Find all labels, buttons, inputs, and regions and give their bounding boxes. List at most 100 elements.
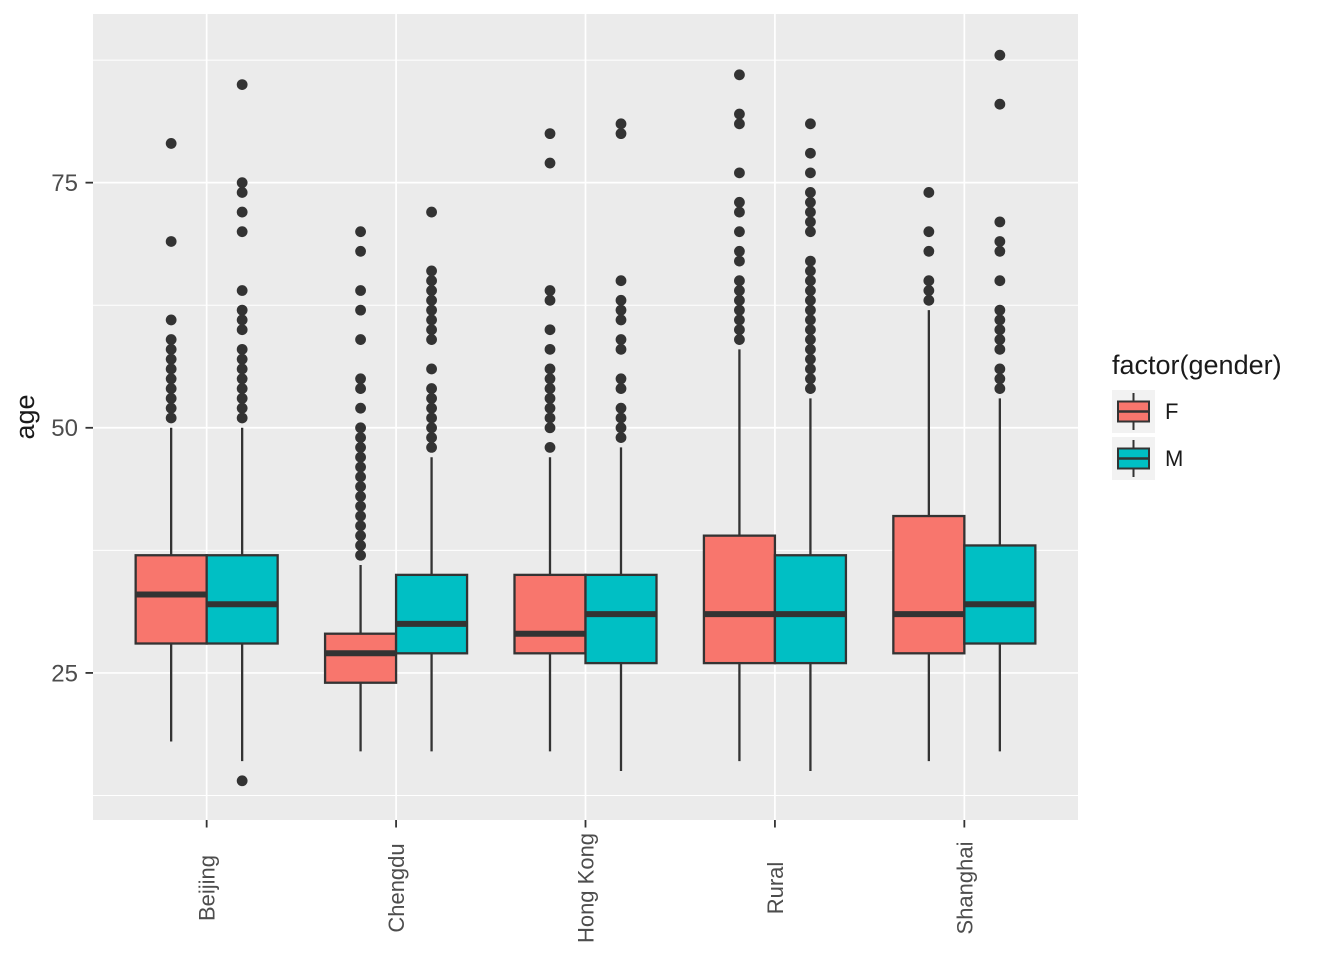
legend-key-boxplot-icon [1112, 390, 1155, 434]
outlier-point [805, 373, 816, 385]
outlier-point [805, 343, 816, 355]
outlier-point [994, 334, 1006, 345]
outlier-point [805, 363, 816, 375]
outlier-point [734, 206, 745, 218]
outlier-point [805, 167, 816, 179]
outlier-point [544, 343, 556, 355]
y-axis-title: age [10, 394, 40, 439]
x-tick-label: Chengdu [384, 843, 409, 932]
outlier-point [544, 402, 556, 414]
outlier-point [426, 392, 437, 404]
outlier-point [236, 775, 248, 787]
outlier-point [236, 314, 248, 326]
outlier-point [355, 549, 366, 561]
outlier-point [544, 392, 556, 404]
outlier-point [426, 285, 437, 296]
x-tick-label: Shanghai [952, 842, 977, 935]
outlier-point [805, 383, 816, 394]
outlier-point [994, 49, 1006, 61]
outlier-point [805, 324, 816, 336]
box-iqr [513, 573, 587, 655]
outlier-point [805, 147, 816, 159]
outlier-point [734, 334, 745, 345]
boxplot-rural-m [773, 118, 848, 771]
legend-key-boxplot-icon [1112, 437, 1155, 481]
outlier-point [426, 294, 437, 306]
outlier-point [805, 304, 816, 316]
outlier-point [615, 422, 627, 434]
outlier-point [805, 216, 816, 228]
outlier-point [355, 422, 366, 434]
box-iqr [394, 573, 469, 655]
outlier-point [426, 265, 437, 277]
outlier-point [994, 363, 1006, 375]
outlier-point [734, 118, 745, 130]
legend-title: factor(gender) [1112, 350, 1282, 380]
outlier-point [355, 530, 366, 542]
outlier-point [734, 294, 745, 306]
outlier-point [544, 422, 556, 434]
outlier-point [994, 304, 1006, 316]
outlier-point [923, 294, 935, 306]
boxplot-chengdu-m [394, 206, 469, 752]
box-iqr [702, 534, 777, 665]
outlier-point [615, 383, 627, 394]
outlier-point [355, 500, 366, 512]
outlier-point [544, 128, 556, 140]
boxplot-chengdu-f [323, 226, 398, 752]
outlier-point [426, 363, 437, 375]
outlier-point [426, 324, 437, 336]
outlier-point [923, 245, 935, 257]
outlier-point [805, 118, 816, 130]
outlier-point [355, 510, 366, 522]
box-iqr [963, 544, 1037, 645]
boxplot-glyph-icon [1117, 393, 1150, 431]
outlier-point [236, 206, 248, 218]
outlier-point [805, 206, 816, 218]
box-iqr [323, 632, 398, 684]
outlier-point [165, 236, 177, 247]
y-tick-label: 75 [51, 170, 78, 197]
outlier-point [734, 108, 745, 120]
boxplot-glyph-icon [1117, 440, 1150, 478]
outlier-point [426, 275, 437, 287]
outlier-point [805, 187, 816, 198]
outlier-point [236, 324, 248, 336]
outlier-point [355, 334, 366, 345]
outlier-point [355, 383, 366, 394]
outlier-point [426, 412, 437, 424]
outlier-point [355, 373, 366, 385]
outlier-point [236, 304, 248, 316]
outlier-point [236, 79, 248, 90]
outlier-point [355, 432, 366, 443]
outlier-point [615, 314, 627, 326]
boxplot-rural-f [702, 69, 777, 762]
box-iqr [134, 554, 208, 645]
x-tick-label: Hong Kong [574, 833, 599, 943]
outlier-point [734, 314, 745, 326]
outlier-point [236, 402, 248, 414]
outlier-point [805, 285, 816, 296]
outlier-point [355, 285, 366, 296]
outlier-point [805, 196, 816, 208]
outlier-point [355, 461, 366, 473]
boxplot-shanghai-m [963, 49, 1037, 752]
boxplot-beijing-f [134, 138, 208, 742]
outlier-point [805, 275, 816, 287]
outlier-point [236, 226, 248, 238]
outlier-point [165, 392, 177, 404]
outlier-point [544, 157, 556, 169]
outlier-point [236, 285, 248, 296]
outlier-point [615, 412, 627, 424]
legend-item-f: F [1112, 390, 1282, 434]
outlier-point [734, 255, 745, 267]
outlier-point [355, 540, 366, 551]
outlier-point [355, 441, 366, 453]
outlier-point [734, 324, 745, 336]
outlier-point [426, 422, 437, 434]
outlier-point [923, 275, 935, 287]
outlier-point [355, 471, 366, 483]
outlier-point [615, 373, 627, 385]
outlier-point [355, 520, 366, 532]
outlier-point [236, 177, 248, 189]
